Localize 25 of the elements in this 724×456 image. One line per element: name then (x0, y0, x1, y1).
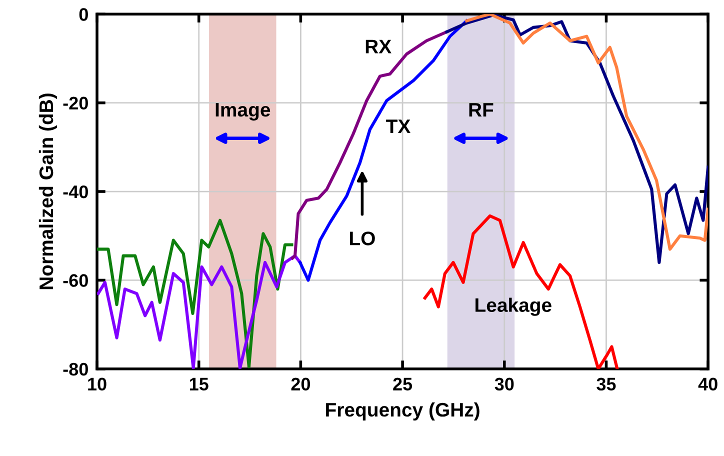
line-series (97, 254, 302, 369)
line-series (298, 19, 468, 282)
y-tick-label: -20 (63, 96, 88, 110)
band-label: RF (469, 103, 494, 117)
y-tick-label: -40 (63, 185, 88, 198)
y-tick-label: 0 (79, 8, 88, 21)
annotation: Leakage (476, 298, 552, 316)
y-axis-title: Normalized Gain (dB) (38, 94, 58, 290)
line-series (97, 218, 294, 368)
annotation: LO (350, 232, 375, 246)
y-tick-label: -60 (63, 274, 88, 287)
annotation: TX (386, 120, 411, 134)
x-tick-label: 25 (393, 378, 412, 390)
x-tick-label: 30 (494, 378, 514, 391)
line-series (423, 214, 619, 369)
band-label: Image (216, 103, 270, 121)
line-series (291, 30, 448, 260)
x-tick-label: 40 (698, 378, 718, 390)
x-tick-label: 10 (88, 378, 106, 390)
x-axis-title: Frequency (GHz) (326, 402, 480, 421)
annotation: RX (366, 40, 392, 54)
x-tick-label: 35 (596, 378, 616, 391)
x-tick-label: 15 (190, 378, 208, 390)
x-tick-label: 20 (291, 378, 310, 390)
y-tick-label: -80 (63, 362, 88, 376)
